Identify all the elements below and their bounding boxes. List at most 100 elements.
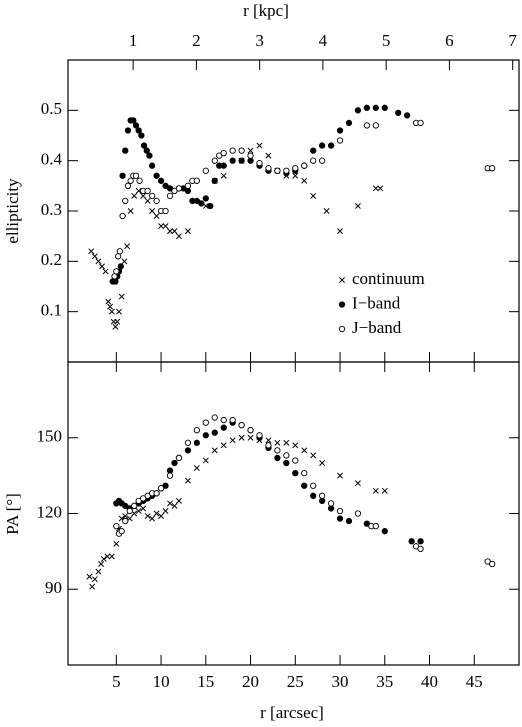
cross-marker	[274, 439, 281, 446]
open-marker	[148, 192, 156, 200]
filled-marker	[202, 432, 209, 439]
x-tick-label: 40	[421, 672, 438, 691]
filled-marker	[354, 107, 362, 114]
cross-marker	[247, 434, 254, 441]
open-marker	[184, 182, 192, 189]
cross-marker	[301, 177, 308, 184]
open-marker	[166, 472, 174, 479]
open-marker	[162, 207, 169, 215]
x-tick-label: 10	[153, 672, 170, 691]
filled-marker	[138, 132, 145, 139]
cross-marker	[238, 434, 245, 441]
cross-marker	[131, 192, 138, 199]
cross-marker	[220, 442, 227, 449]
filled-marker	[171, 459, 178, 467]
filled-marker	[202, 195, 209, 202]
legend-label: continuum	[352, 269, 425, 288]
open-marker	[274, 167, 281, 174]
cross-marker	[118, 293, 125, 300]
filled-marker	[310, 147, 317, 154]
cross-marker	[91, 576, 98, 583]
legend-label: J−band	[352, 318, 402, 337]
open-marker	[256, 432, 263, 439]
open-marker	[113, 268, 120, 275]
cross-marker	[104, 553, 111, 560]
cross-marker	[112, 323, 119, 330]
filled-marker	[140, 142, 148, 149]
cross-marker	[102, 268, 109, 275]
open-marker	[265, 165, 272, 172]
cross-marker	[162, 508, 169, 514]
x-tick-label: 30	[332, 672, 349, 691]
filled-marker	[130, 117, 137, 124]
cross-marker	[372, 487, 379, 494]
filled-marker	[318, 497, 326, 505]
open-marker	[153, 197, 160, 205]
filled-marker	[119, 172, 126, 179]
cross-marker	[377, 185, 384, 192]
open-marker	[131, 502, 138, 510]
open-marker	[336, 137, 344, 144]
y-tick-label: 0.2	[41, 250, 62, 269]
x-tick-label: 20	[242, 672, 259, 691]
cross-marker	[292, 442, 299, 449]
cross-marker	[91, 253, 98, 260]
legend-label: I−band	[352, 293, 401, 312]
open-marker	[238, 147, 245, 154]
open-marker	[310, 482, 317, 489]
open-marker	[292, 457, 299, 464]
cross-marker	[162, 223, 169, 230]
open-marker	[157, 485, 165, 492]
y-axis-label: ellipticity	[3, 178, 22, 244]
open-marker	[283, 452, 290, 459]
open-marker	[124, 182, 132, 189]
open-marker	[211, 414, 218, 421]
filled-marker	[395, 109, 402, 117]
filled-marker	[338, 301, 346, 308]
cross-marker	[339, 277, 345, 283]
filled-marker	[153, 172, 160, 179]
x-tick-label: 5	[112, 672, 121, 691]
filled-marker	[220, 162, 227, 169]
open-marker	[211, 157, 218, 164]
open-marker	[220, 416, 227, 424]
open-marker	[283, 167, 290, 174]
filled-marker	[310, 492, 317, 499]
open-marker	[301, 162, 308, 169]
filled-marker	[327, 142, 335, 149]
open-marker	[265, 442, 272, 449]
cross-marker	[158, 223, 165, 230]
cross-marker	[184, 477, 191, 484]
open-marker	[318, 157, 326, 164]
cross-marker	[176, 233, 182, 240]
cross-marker	[354, 480, 361, 487]
filled-marker	[122, 147, 129, 154]
x-tick-label: 35	[376, 672, 393, 691]
plot-frame	[67, 59, 520, 363]
cross-marker	[301, 447, 308, 454]
cross-marker	[354, 203, 361, 209]
open-marker	[247, 427, 254, 434]
cross-marker	[122, 513, 129, 519]
cross-marker	[153, 213, 160, 219]
open-marker	[372, 522, 379, 530]
open-marker	[336, 507, 344, 515]
top-axis-label: r [kpc]	[243, 1, 289, 20]
filled-marker	[198, 200, 205, 207]
filled-marker	[381, 528, 388, 535]
filled-marker	[157, 177, 165, 184]
open-marker	[175, 454, 183, 462]
cross-marker	[265, 152, 272, 159]
cross-marker	[211, 447, 218, 454]
cross-marker	[149, 515, 156, 522]
open-marker	[318, 492, 326, 499]
cross-marker	[124, 243, 131, 250]
open-marker	[338, 325, 346, 333]
top-tick-label: 1	[129, 31, 138, 50]
cross-marker	[319, 460, 326, 466]
cross-marker	[184, 228, 191, 235]
cross-marker	[140, 192, 147, 199]
filled-marker	[301, 482, 308, 489]
cross-marker	[247, 147, 254, 154]
